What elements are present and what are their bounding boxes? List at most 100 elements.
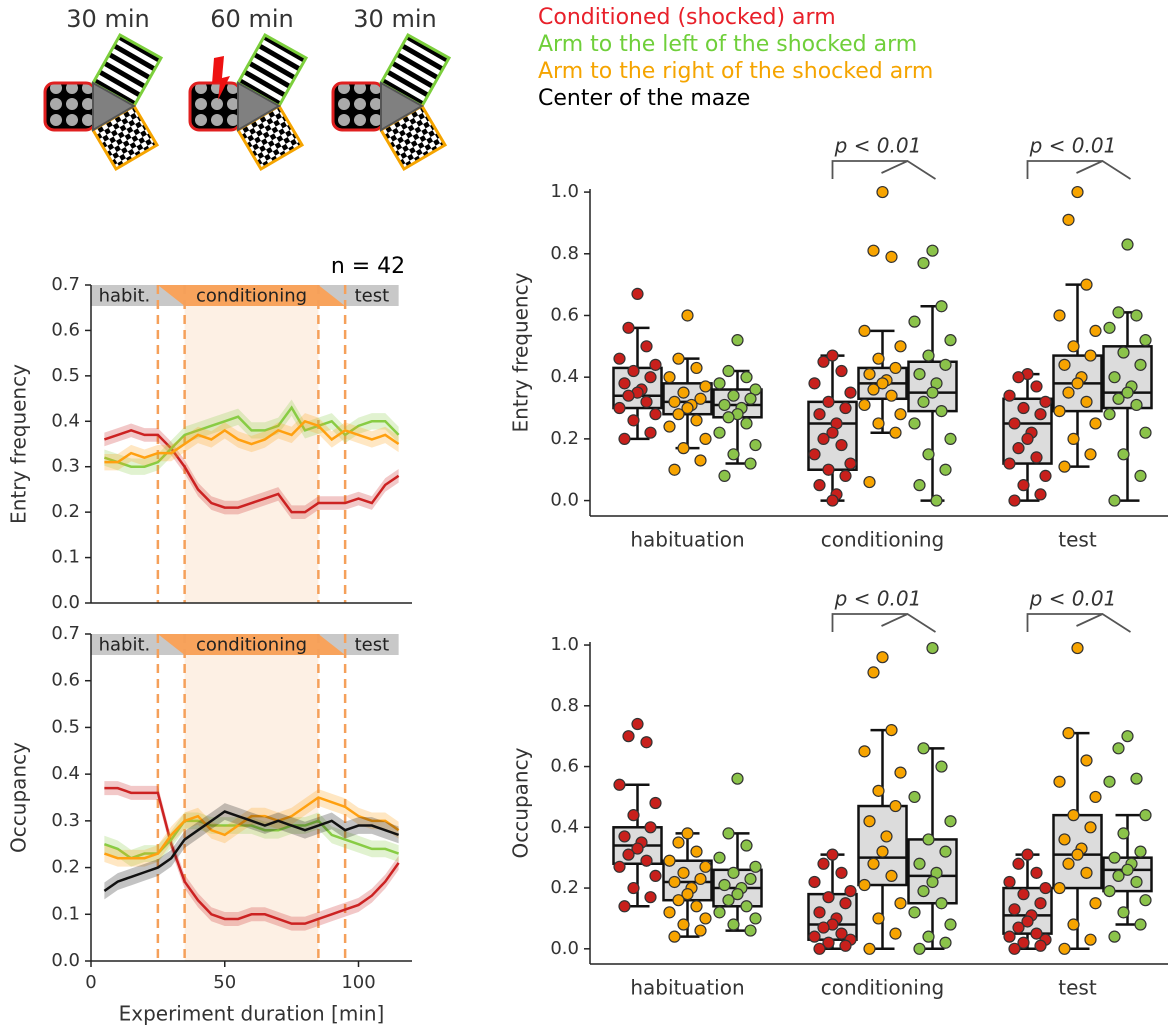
y-tick-label: 0.8 [550,695,579,716]
data-point [1004,931,1015,942]
data-point [1072,849,1083,860]
data-point [1009,943,1020,954]
data-point [678,919,689,930]
significance-bracket [1028,614,1131,632]
data-point [945,816,956,827]
data-point [823,464,834,475]
significance-label: p < 0.01 [834,134,922,158]
data-point [1090,898,1101,909]
data-point [914,858,925,869]
data-point [723,412,734,423]
data-point [614,403,625,414]
data-point [745,873,756,884]
data-point [650,359,661,370]
significance-label: p < 0.01 [1029,134,1117,158]
data-point [827,849,838,860]
x-axis-label: Experiment duration [min] [119,1002,385,1026]
data-point [623,322,634,333]
data-point [890,362,901,373]
data-point [1104,409,1115,420]
data-point [1040,883,1051,894]
data-point [1072,187,1083,198]
data-point [890,928,901,939]
data-point [632,288,643,299]
data-point [845,387,856,398]
data-point [1013,858,1024,869]
duration-label: 30 min [353,5,436,33]
data-point [1085,822,1096,833]
data-point [678,443,689,454]
data-point [1131,876,1142,887]
data-point [1090,791,1101,802]
y-tick-label: 0.2 [51,857,80,878]
data-point [750,861,761,872]
data-point [818,433,829,444]
data-point [1009,904,1020,915]
legend-entry: Conditioned (shocked) arm [538,5,836,30]
data-point [669,396,680,407]
data-point [714,378,725,389]
data-point [700,433,711,444]
data-point [1022,433,1033,444]
data-point [868,858,879,869]
y-tick-label: 0.5 [51,716,80,737]
data-point [864,816,875,827]
data-point [836,440,847,451]
data-point [1109,495,1120,506]
y-tick-label: 0.6 [51,670,80,691]
data-point [645,372,656,383]
duration-label: 30 min [66,5,149,33]
data-point [700,913,711,924]
data-point [927,387,938,398]
data-point [1004,458,1015,469]
data-point [1059,359,1070,370]
data-point [809,378,820,389]
data-point [936,898,947,909]
data-point [877,846,888,857]
data-point [1013,922,1024,933]
data-point [940,359,951,370]
data-point [1063,728,1074,739]
data-point [691,846,702,857]
y-tick-label: 0.2 [550,877,579,898]
data-point [909,316,920,327]
figure: 30 min 60 min 30 min Conditioned (shocke… [0,0,1172,1029]
phase-label: habit. [99,286,151,307]
x-tick-label: test [1058,976,1097,1000]
data-point [1009,418,1020,429]
data-point [619,378,630,389]
data-point [1035,489,1046,500]
data-point [1118,907,1129,918]
data-point [1035,940,1046,951]
legend-entry: Arm to the right of the shocked arm [538,59,933,84]
data-point [691,362,702,373]
data-point [895,341,906,352]
y-axis-label: Entry frequency [7,364,31,524]
significance-bracket [1028,161,1131,179]
data-point [1068,810,1079,821]
data-point [719,880,730,891]
data-point [669,876,680,887]
data-point [890,427,901,438]
y-tick-label: 0.7 [51,623,80,644]
data-point [1081,396,1092,407]
data-point [678,387,689,398]
x-tick-label: 0 [85,972,96,993]
data-point [868,384,879,395]
y-tick-label: 0.5 [51,365,80,386]
y-tick-label: 0.0 [51,592,80,613]
data-point [945,919,956,930]
data-point [700,381,711,392]
data-point [1118,828,1129,839]
data-point [818,858,829,869]
x-tick-label: conditioning [821,528,944,552]
data-point [1090,325,1101,336]
data-point [1085,350,1096,361]
data-point [650,870,661,881]
data-point [1140,810,1151,821]
data-point [909,418,920,429]
data-point [664,421,675,432]
data-point [1072,378,1083,389]
